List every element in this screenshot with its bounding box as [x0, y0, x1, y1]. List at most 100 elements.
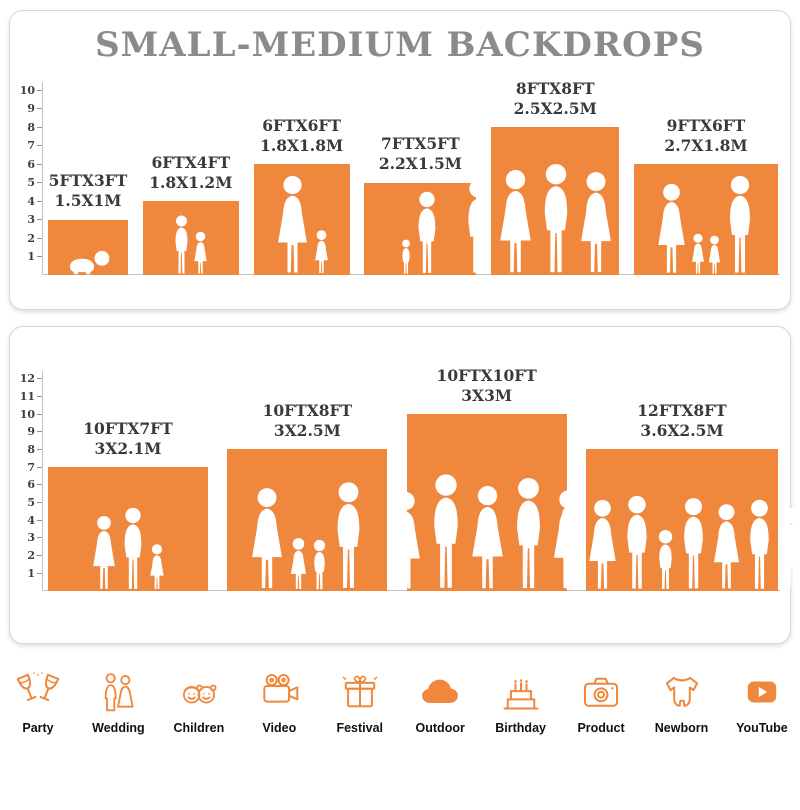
size-m-text: 1.5X1M	[54, 191, 122, 211]
page-title: SMALL-MEDIUM BACKDROPS	[95, 25, 705, 65]
y-tick-label: 11	[19, 389, 35, 403]
woman-silhouette-icon	[652, 183, 691, 275]
size-m-text: 2.2X1.5M	[378, 154, 462, 174]
backdrop-size-chart-small: 1 2 3 4 5 6 7 8 9 10 5FTX3FT 1.5X1M 6FTX4FT 1.8X1.2M 6…	[20, 79, 780, 275]
y-tick-mark	[37, 89, 42, 91]
backdrop-size-label: 10FTX7FT 3X2.1M	[83, 419, 172, 459]
people-silhouettes	[491, 163, 619, 275]
backdrop-bar-group: 6FTX6FT 1.8X1.8M	[253, 116, 350, 275]
y-tick-label: 3	[27, 531, 35, 545]
y-tick-label: 6	[27, 157, 35, 171]
people-silhouettes	[407, 473, 567, 591]
size-ft-text: 9FTX6FT	[666, 115, 746, 135]
size-ft-text: 8FTX8FT	[515, 78, 595, 98]
y-tick: 2	[22, 231, 42, 245]
category-newborn: Newborn	[652, 670, 712, 735]
category-youtube: YouTube	[732, 670, 792, 735]
y-tick-mark	[37, 145, 42, 146]
y-tick: 1	[22, 250, 42, 264]
y-tick-label: 9	[27, 425, 35, 439]
y-tick-mark	[37, 519, 42, 521]
people-silhouettes	[48, 249, 128, 275]
bars-row: 5FTX3FT 1.5X1M 6FTX4FT 1.8X1.2M 6FTX6FT 1.8X1…	[48, 79, 778, 275]
size-ft-text: 12FTX8FT	[637, 401, 727, 421]
y-tick: 9	[22, 102, 42, 116]
backdrop-bar	[142, 201, 239, 275]
y-tick: 3	[22, 213, 42, 227]
backdrop-bar-group: 10FTX7FT 3X2.1M	[48, 419, 208, 591]
backdrop-bar	[633, 164, 778, 275]
y-tick: 6	[22, 478, 42, 492]
backdrop-size-label: 6FTX6FT 1.8X1.8M	[260, 116, 343, 156]
backdrop-size-label: 12FTX8FT 3.6X2.5M	[637, 401, 726, 441]
size-ft-text: 10FTX10FT	[436, 365, 537, 385]
woman-silhouette-icon	[574, 171, 618, 275]
y-tick-mark	[37, 555, 42, 557]
people-silhouettes	[48, 507, 208, 591]
children-faces-icon	[182, 684, 217, 704]
y-tick: 2	[22, 549, 42, 563]
y-tick: 5	[22, 176, 42, 190]
y-tick-label: 1	[27, 566, 35, 580]
y-tick: 10	[19, 407, 42, 421]
people-silhouettes	[634, 175, 778, 275]
people-silhouettes	[254, 175, 350, 275]
people-silhouettes	[586, 495, 778, 591]
man-silhouette-icon	[676, 497, 711, 591]
size-m-text: 2.7X1.8M	[664, 135, 748, 155]
woman-silhouette-icon	[774, 507, 800, 591]
y-tick-label: 10	[19, 83, 35, 97]
woman-silhouette-icon	[708, 503, 745, 591]
man-silhouette-icon	[742, 499, 777, 591]
backdrop-size-label: 10FTX10FT 3X3M	[437, 366, 537, 406]
y-tick: 12	[19, 372, 42, 386]
y-tick: 9	[22, 425, 42, 439]
backdrop-size-label: 5FTX3FT 1.5X1M	[49, 171, 128, 211]
y-tick: 7	[22, 460, 42, 474]
y-tick-mark	[37, 484, 42, 486]
category-label: Wedding	[92, 721, 145, 735]
category-festival: Festival	[330, 670, 390, 735]
y-tick-mark	[37, 537, 42, 539]
backdrop-size-label: 7FTX5FT 2.2X1.5M	[379, 134, 462, 174]
backdrop-size-infographic: SMALL-MEDIUM BACKDROPS 1 2 3 4 5 6 7 8 9 10 5FTX3F…	[0, 10, 800, 810]
y-tick-mark	[37, 448, 42, 450]
category-label: Newborn	[654, 721, 709, 735]
y-tick-mark	[37, 413, 42, 415]
size-m-text: 3X2.5M	[273, 421, 341, 441]
y-tick-mark	[37, 502, 42, 503]
youtube-play-icon	[747, 681, 777, 703]
y-tick: 5	[22, 496, 42, 510]
y-tick-label: 2	[27, 231, 35, 245]
category-label: Outdoor	[415, 721, 465, 735]
woman-silhouette-icon	[271, 175, 314, 275]
backdrop-size-chart-large: 1 2 3 4 5 6 7 8 9 10 11 12 10FTX7FT 3X2.1M 10FTX8FT 3X2…	[19, 366, 780, 591]
category-wedding: Wedding	[88, 670, 148, 735]
man-silhouette-icon	[554, 505, 586, 591]
y-tick-mark	[37, 182, 42, 183]
woman-silhouette-icon	[384, 491, 427, 591]
y-tick-label: 12	[19, 372, 35, 386]
y-tick-label: 10	[19, 407, 35, 421]
category-party: Party	[8, 670, 68, 735]
man-silhouette-icon	[328, 481, 369, 591]
man-silhouette-icon	[721, 175, 759, 275]
woman-silhouette-icon	[465, 485, 510, 591]
backdrop-size-label: 8FTX8FT 2.5X2.5M	[514, 79, 597, 119]
y-tick-label: 3	[27, 213, 35, 226]
cloud-icon	[422, 679, 459, 703]
backdrop-bar-group: 12FTX8FT 3.6X2.5M	[586, 401, 778, 591]
size-ft-text: 10FTX8FT	[262, 401, 353, 421]
size-m-text: 3X2.1M	[94, 438, 162, 458]
category-label: Children	[173, 721, 225, 735]
y-tick: 8	[22, 442, 42, 456]
birthday-cake-icon	[503, 679, 539, 710]
y-tick: 10	[19, 83, 42, 97]
people-silhouettes	[227, 481, 387, 591]
man-silhouette-icon	[424, 473, 468, 591]
backdrop-bar	[227, 449, 388, 591]
y-axis-line	[42, 370, 43, 591]
large-chart-panel: 1 2 3 4 5 6 7 8 9 10 11 12 10FTX7FT 3X2.1M 10FTX8FT 3X2…	[9, 326, 791, 644]
y-tick-mark	[37, 200, 42, 202]
video-camera-icon	[263, 674, 299, 703]
